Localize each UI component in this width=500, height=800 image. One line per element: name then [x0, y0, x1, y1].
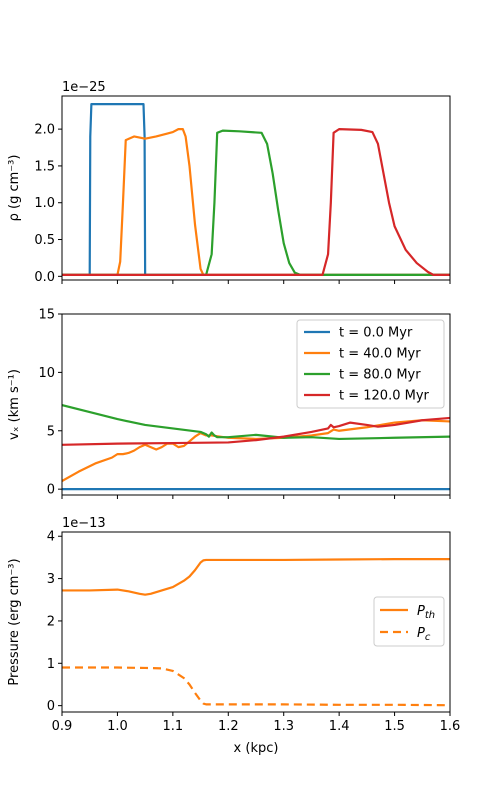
- y-axis-label: ρ (g cm⁻³): [7, 155, 22, 222]
- offset-text: 1e−25: [62, 80, 106, 95]
- legend-label: Pth: [417, 604, 435, 621]
- y-tick-label: 0: [47, 699, 55, 714]
- series-line-4: [62, 128, 450, 276]
- legend-label: t = 80.0 Myr: [339, 368, 421, 383]
- x-tick-label: 1.4: [329, 719, 350, 734]
- y-axis-label: Pressure (erg cm⁻³): [7, 558, 22, 685]
- series-line-1: [62, 103, 450, 276]
- x-tick-label: 1.2: [218, 719, 239, 734]
- series-line-3: [62, 404, 450, 441]
- legend-label: t = 0.0 Myr: [339, 326, 413, 341]
- y-tick-label: 1: [47, 657, 55, 672]
- series-line-1: [62, 558, 450, 596]
- series-line-4: [62, 416, 450, 446]
- x-tick-label: 0.9: [52, 719, 73, 734]
- x-tick-label: 1.1: [163, 719, 184, 734]
- x-axis-label: x (kpc): [234, 741, 279, 756]
- y-tick-label: 15: [38, 308, 55, 323]
- y-tick-label: 2: [47, 614, 55, 629]
- y-tick-label: 5: [47, 424, 55, 439]
- axes-frame: [61, 531, 451, 713]
- legend: Pth Pc: [373, 596, 445, 647]
- legend-label: t = 120.0 Myr: [339, 389, 430, 404]
- y-tick-label: 1.0: [34, 196, 55, 211]
- legend-label: t = 40.0 Myr: [339, 347, 421, 362]
- x-tick-label: 1.6: [440, 719, 461, 734]
- y-tick-label: 4: [47, 530, 55, 545]
- series-line-2: [62, 666, 450, 707]
- axes-frame: [61, 313, 451, 496]
- axes-frame: [61, 95, 451, 281]
- x-tick-label: 1.0: [107, 719, 128, 734]
- y-tick-label: 3: [47, 572, 55, 587]
- y-tick-label: 0.5: [34, 233, 55, 248]
- series-line-3: [62, 129, 450, 276]
- y-tick-label: 0: [47, 483, 55, 498]
- series-line-2: [62, 128, 450, 276]
- y-tick-label: 0.0: [34, 270, 55, 285]
- x-tick-label: 1.3: [273, 719, 294, 734]
- panel-1: 0.0 0.5 1.0 1.5 2.0 1e−25 ρ (g cm⁻³): [7, 80, 451, 285]
- x-tick-label: 1.5: [384, 719, 405, 734]
- legend-label: Pc: [417, 626, 431, 643]
- y-tick-label: 10: [38, 366, 55, 381]
- panel-2: 0 5 10 15 vₓ (km s⁻¹) t = 0.0 Myr t = 40.0 Myr…: [7, 308, 451, 499]
- y-tick-label: 1.5: [34, 159, 55, 174]
- y-tick-label: 2.0: [34, 123, 55, 138]
- legend: t = 0.0 Myr t = 40.0 Myr t = 80.0 Myr t = 1…: [296, 319, 445, 409]
- panel-3: 0 1 2 3 4 0.9 1.0 1.1 1.2 1.3 1.4 1.5 1.6 1e−13 Pressu…: [7, 516, 460, 756]
- series-line-2: [62, 419, 450, 482]
- offset-text: 1e−13: [62, 516, 106, 531]
- y-axis-label: vₓ (km s⁻¹): [7, 369, 22, 440]
